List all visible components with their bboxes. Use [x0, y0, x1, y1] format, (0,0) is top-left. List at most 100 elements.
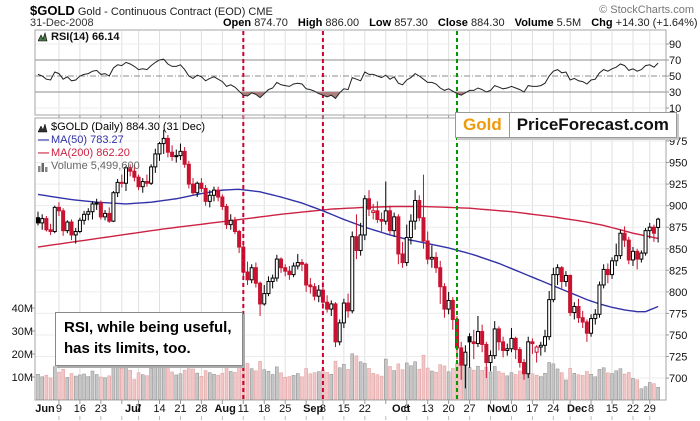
svg-text:10: 10 [505, 403, 517, 415]
axis-labels: 9759509259008758508258007757507257009070… [12, 39, 687, 420]
volume-value: 5.5M [556, 17, 582, 29]
svg-text:22: 22 [359, 403, 371, 415]
volume-bars-icon [38, 162, 48, 172]
svg-text:22: 22 [627, 403, 639, 415]
svg-text:925: 925 [669, 179, 687, 191]
svg-text:Jul: Jul [125, 403, 141, 415]
chart-date: 31-Dec-2008 [30, 17, 94, 29]
svg-text:9: 9 [56, 403, 62, 415]
svg-text:7: 7 [135, 403, 141, 415]
svg-text:950: 950 [669, 158, 687, 170]
svg-text:6: 6 [404, 403, 410, 415]
legend-ma50-row: — MA(50) 783.27 [38, 134, 205, 147]
svg-text:875: 875 [669, 222, 687, 234]
ticker-symbol: $GOLD [30, 3, 75, 18]
svg-text:15: 15 [338, 403, 350, 415]
svg-text:27: 27 [463, 403, 475, 415]
svg-text:Dec: Dec [567, 403, 587, 415]
svg-text:30: 30 [669, 87, 681, 99]
rsi-panel-border [34, 29, 667, 116]
svg-text:725: 725 [669, 352, 687, 364]
svg-text:13: 13 [422, 403, 434, 415]
low-label: Low [369, 17, 392, 29]
svg-text:28: 28 [195, 403, 207, 415]
svg-text:Jun: Jun [35, 403, 55, 415]
svg-text:900: 900 [669, 201, 687, 213]
close-value: 884.30 [470, 17, 505, 29]
watermark: Gold PriceForecast.com [455, 112, 677, 138]
svg-text:30M: 30M [12, 326, 33, 338]
open-value: 874.70 [254, 17, 288, 29]
annotation-line1: RSI, while being useful, [64, 319, 232, 336]
svg-text:25: 25 [279, 403, 291, 415]
legend-symbol-row: $GOLD (Daily) 884.30 (31 Dec) [38, 121, 205, 134]
svg-text:8: 8 [320, 403, 326, 415]
chart-header: $GOLD Gold - Continuous Contract (EOD) C… [30, 3, 273, 18]
ma200-line [37, 205, 659, 248]
legend-volume-text: Volume 5,499,600 [51, 160, 140, 172]
svg-text:975: 975 [669, 136, 687, 148]
legend-ma200-row: — MA(200) 862.20 [38, 147, 205, 160]
rsi-line [37, 58, 659, 100]
rsi-label-text: RSI(14) 66.14 [51, 31, 120, 43]
svg-text:8: 8 [588, 403, 594, 415]
candlesticks [36, 129, 661, 389]
legend-ma200-text: MA(200) 862.20 [51, 147, 130, 159]
ticker-description: Gold - Continuous Contract (EOD) CME [77, 6, 273, 18]
svg-text:50: 50 [669, 71, 681, 83]
svg-text:70: 70 [669, 55, 681, 67]
watermark-gold: Gold [455, 112, 509, 138]
svg-text:90: 90 [669, 39, 681, 51]
svg-text:15: 15 [606, 403, 618, 415]
svg-text:11: 11 [238, 403, 249, 415]
close-label: Close [437, 17, 468, 29]
svg-text:29: 29 [644, 403, 656, 415]
watermark-site: PriceForecast.com [508, 112, 677, 138]
high-value: 886.00 [325, 17, 360, 29]
rsi-panel [35, 30, 666, 115]
svg-text:Oct: Oct [392, 403, 411, 415]
svg-text:40M: 40M [12, 303, 33, 315]
rsi-indicator-label: RSI(14) 66.14 [38, 31, 119, 43]
svg-text:20M: 20M [12, 349, 33, 361]
volume-bars [36, 353, 660, 400]
svg-text:Sep: Sep [303, 403, 323, 415]
low-value: 857.30 [394, 17, 428, 29]
annotation-box: RSI, while being useful, has its limits,… [55, 312, 243, 366]
legend-symbol-text: $GOLD (Daily) 884.30 (31 Dec) [51, 121, 206, 133]
svg-text:700: 700 [669, 373, 687, 385]
svg-text:17: 17 [526, 403, 538, 415]
svg-text:18: 18 [258, 403, 270, 415]
open-label: Open [223, 17, 252, 29]
legend-volume-row: Volume 5,499,600 [38, 160, 205, 173]
chg-value: +14.30 (+1.64%) [615, 17, 698, 29]
svg-text:800: 800 [669, 287, 687, 299]
copyright-label: © StockCharts.com [599, 4, 694, 16]
chart-legend: $GOLD (Daily) 884.30 (31 Dec) — MA(50) 7… [38, 121, 205, 173]
svg-text:775: 775 [669, 308, 687, 320]
svg-text:850: 850 [669, 244, 687, 256]
indicator-icon [38, 32, 48, 42]
ma200-swatch-icon: — [38, 147, 49, 159]
svg-text:10M: 10M [12, 372, 33, 384]
svg-text:750: 750 [669, 330, 687, 342]
high-label: High [297, 17, 323, 29]
svg-text:24: 24 [547, 403, 559, 415]
volume-label: Volume [514, 17, 554, 29]
svg-text:825: 825 [669, 265, 687, 277]
annotation-line2: has its limits, too. [64, 340, 191, 357]
svg-text:20: 20 [442, 403, 454, 415]
svg-text:21: 21 [174, 403, 186, 415]
price-panel-border [34, 117, 667, 401]
quote-row: Open 874.70 High 886.00 Low 857.30 Close… [216, 17, 700, 29]
svg-text:Aug: Aug [214, 403, 235, 415]
svg-text:Nov: Nov [487, 403, 509, 415]
svg-text:14: 14 [153, 403, 165, 415]
svg-text:16: 16 [74, 403, 86, 415]
chg-label: Chg [591, 17, 613, 29]
legend-ma50-text: MA(50) 783.27 [51, 134, 124, 146]
chart-type-icon [38, 122, 48, 132]
svg-text:23: 23 [95, 403, 107, 415]
ma50-swatch-icon: — [38, 134, 49, 146]
